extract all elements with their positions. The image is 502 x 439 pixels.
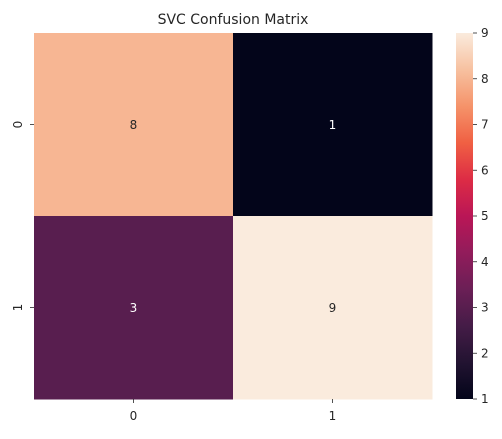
colorbar-tick-label: 3 xyxy=(481,301,489,315)
y-axis: 01 xyxy=(11,121,34,312)
colorbar-tick-label: 7 xyxy=(481,118,489,132)
chart-title: SVC Confusion Matrix xyxy=(158,12,309,28)
colorbar-tick-label: 2 xyxy=(481,346,489,360)
y-tick-label: 0 xyxy=(11,121,25,129)
heatmap-cell xyxy=(233,33,433,217)
heatmap-cell xyxy=(233,216,433,400)
cell-value-label: 9 xyxy=(329,301,337,315)
heatmap-cell xyxy=(34,33,234,217)
y-tick-label: 1 xyxy=(11,304,25,312)
heatmap-cells: 8 1 3 9 xyxy=(34,33,433,400)
colorbar-tick-label: 4 xyxy=(481,255,489,269)
x-tick-label: 0 xyxy=(130,409,138,423)
colorbar xyxy=(456,33,473,399)
colorbar-tick-label: 6 xyxy=(481,163,489,177)
colorbar-tick-label: 1 xyxy=(481,392,489,406)
colorbar-tick-label: 9 xyxy=(481,26,489,40)
heatmap-cell xyxy=(34,216,234,400)
cell-value-label: 8 xyxy=(130,118,138,132)
cell-value-label: 1 xyxy=(329,118,337,132)
cell-value-label: 3 xyxy=(130,301,138,315)
colorbar-tick-label: 8 xyxy=(481,72,489,86)
colorbar-tick-label: 5 xyxy=(481,209,489,223)
colorbar-axis: 1 2 3 4 5 6 7 8 9 xyxy=(473,26,489,406)
x-tick-label: 1 xyxy=(329,409,337,423)
